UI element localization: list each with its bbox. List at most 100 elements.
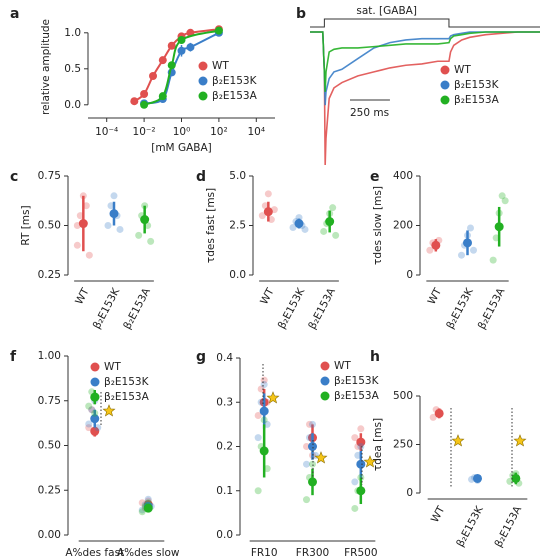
data-point [186, 43, 195, 52]
mean-point [494, 222, 504, 232]
individual-point [147, 237, 155, 245]
legend-label: β₂E153K [334, 375, 380, 387]
mean-point [140, 215, 150, 225]
x-tick-label: 10⁰ [173, 126, 191, 138]
legend-marker [440, 95, 450, 105]
mean-point [308, 477, 317, 487]
individual-point [85, 402, 93, 410]
individual-point [470, 246, 477, 254]
x-tick-label: FR10 [251, 547, 278, 559]
individual-point [501, 197, 509, 205]
x-tick-label: β₂E153K [91, 285, 123, 331]
x-tick-label: A%des fast [65, 547, 124, 559]
individual-point [135, 231, 143, 239]
legend-label: WT [334, 360, 351, 372]
y-tick-label: 1.00 [38, 350, 61, 362]
y-tick-label: 0.1 [216, 485, 233, 497]
panel-label: c [10, 169, 18, 185]
stimulus-bar [310, 18, 540, 28]
legend-marker [440, 80, 450, 90]
y-tick-label: 0.00 [38, 529, 61, 541]
mean-point [90, 414, 100, 424]
x-tick-label: FR500 [344, 547, 377, 559]
individual-point [309, 420, 316, 428]
y-axis-label: τdes fast [ms] [205, 188, 217, 263]
mean-point [143, 503, 153, 513]
significance-star [451, 434, 465, 447]
y-tick-label: 0.75 [38, 170, 61, 182]
individual-point [303, 496, 310, 504]
individual-point [357, 425, 365, 433]
y-tick-label: 0.0 [216, 529, 233, 541]
individual-point [260, 416, 268, 424]
x-tick-label: β₂E153A [306, 285, 338, 331]
legend-label: β₂E153A [104, 391, 150, 403]
y-tick-label: 0.25 [38, 269, 61, 281]
y-tick-label: 0.5 [64, 63, 81, 75]
individual-point [91, 409, 99, 417]
individual-point [260, 376, 268, 384]
y-tick-label: 1.0 [64, 27, 81, 39]
y-tick-label: 400 [393, 170, 413, 182]
data-point [158, 92, 167, 101]
legend-label: β₂E153A [212, 90, 258, 102]
data-point [177, 36, 186, 44]
y-tick-label: 250 [393, 439, 413, 451]
legend-marker [198, 91, 208, 101]
significance-star [314, 451, 328, 464]
x-tick-label: β₂E153A [476, 285, 508, 331]
individual-point [110, 192, 118, 200]
x-tick-label: 10⁻⁴ [95, 126, 118, 138]
y-tick-label: 0 [406, 269, 413, 281]
mean-point [90, 426, 100, 436]
x-tick-label: WT [73, 286, 92, 307]
stimulus-label: sat. [GABA] [356, 5, 417, 17]
x-tick-label: 10⁻² [133, 126, 156, 138]
individual-point [289, 223, 297, 231]
scale-bar-label: 250 ms [350, 107, 389, 119]
x-tick-label: 10⁴ [248, 126, 266, 138]
mean-point [511, 473, 521, 483]
x-tick-label: 10² [210, 126, 228, 138]
individual-point [309, 460, 316, 468]
individual-point [329, 204, 337, 212]
y-tick-label: 0.25 [38, 484, 61, 496]
data-point [140, 90, 149, 98]
mean-point [356, 486, 366, 496]
x-tick-label: A%des slow [117, 547, 180, 559]
mean-point [325, 217, 335, 227]
y-tick-label: 0.2 [216, 441, 233, 453]
y-tick-label: 0.50 [38, 440, 61, 452]
data-point [158, 56, 167, 65]
panel-label: b [296, 6, 306, 22]
y-tick-label: 5.0 [229, 170, 246, 182]
individual-point [116, 225, 124, 233]
data-point [177, 46, 186, 55]
individual-point [85, 251, 93, 259]
mean-point [263, 207, 273, 217]
panel-label: f [10, 349, 17, 365]
legend-marker [320, 391, 330, 401]
individual-point [85, 424, 93, 432]
significance-star [513, 434, 527, 447]
panel-label: e [370, 169, 380, 185]
individual-point [264, 190, 272, 198]
legend-marker [320, 361, 330, 371]
individual-point [489, 256, 497, 264]
individual-point [351, 434, 359, 442]
y-tick-label: 500 [393, 390, 413, 402]
x-tick-label: β₂E153K [444, 285, 476, 331]
y-tick-label: 0.0 [64, 99, 81, 111]
y-tick-label: 0.4 [216, 352, 233, 364]
significance-star [363, 455, 377, 468]
individual-point [73, 241, 81, 249]
mean-point [78, 219, 88, 229]
mean-point [463, 238, 472, 248]
mean-point [109, 209, 119, 219]
individual-point [303, 443, 310, 450]
mean-point [259, 406, 269, 416]
legend-marker [90, 377, 100, 387]
legend-label: β₂E153A [454, 94, 500, 106]
y-axis-label: τdes slow [ms] [372, 186, 384, 265]
y-tick-label: 0.75 [38, 395, 61, 407]
